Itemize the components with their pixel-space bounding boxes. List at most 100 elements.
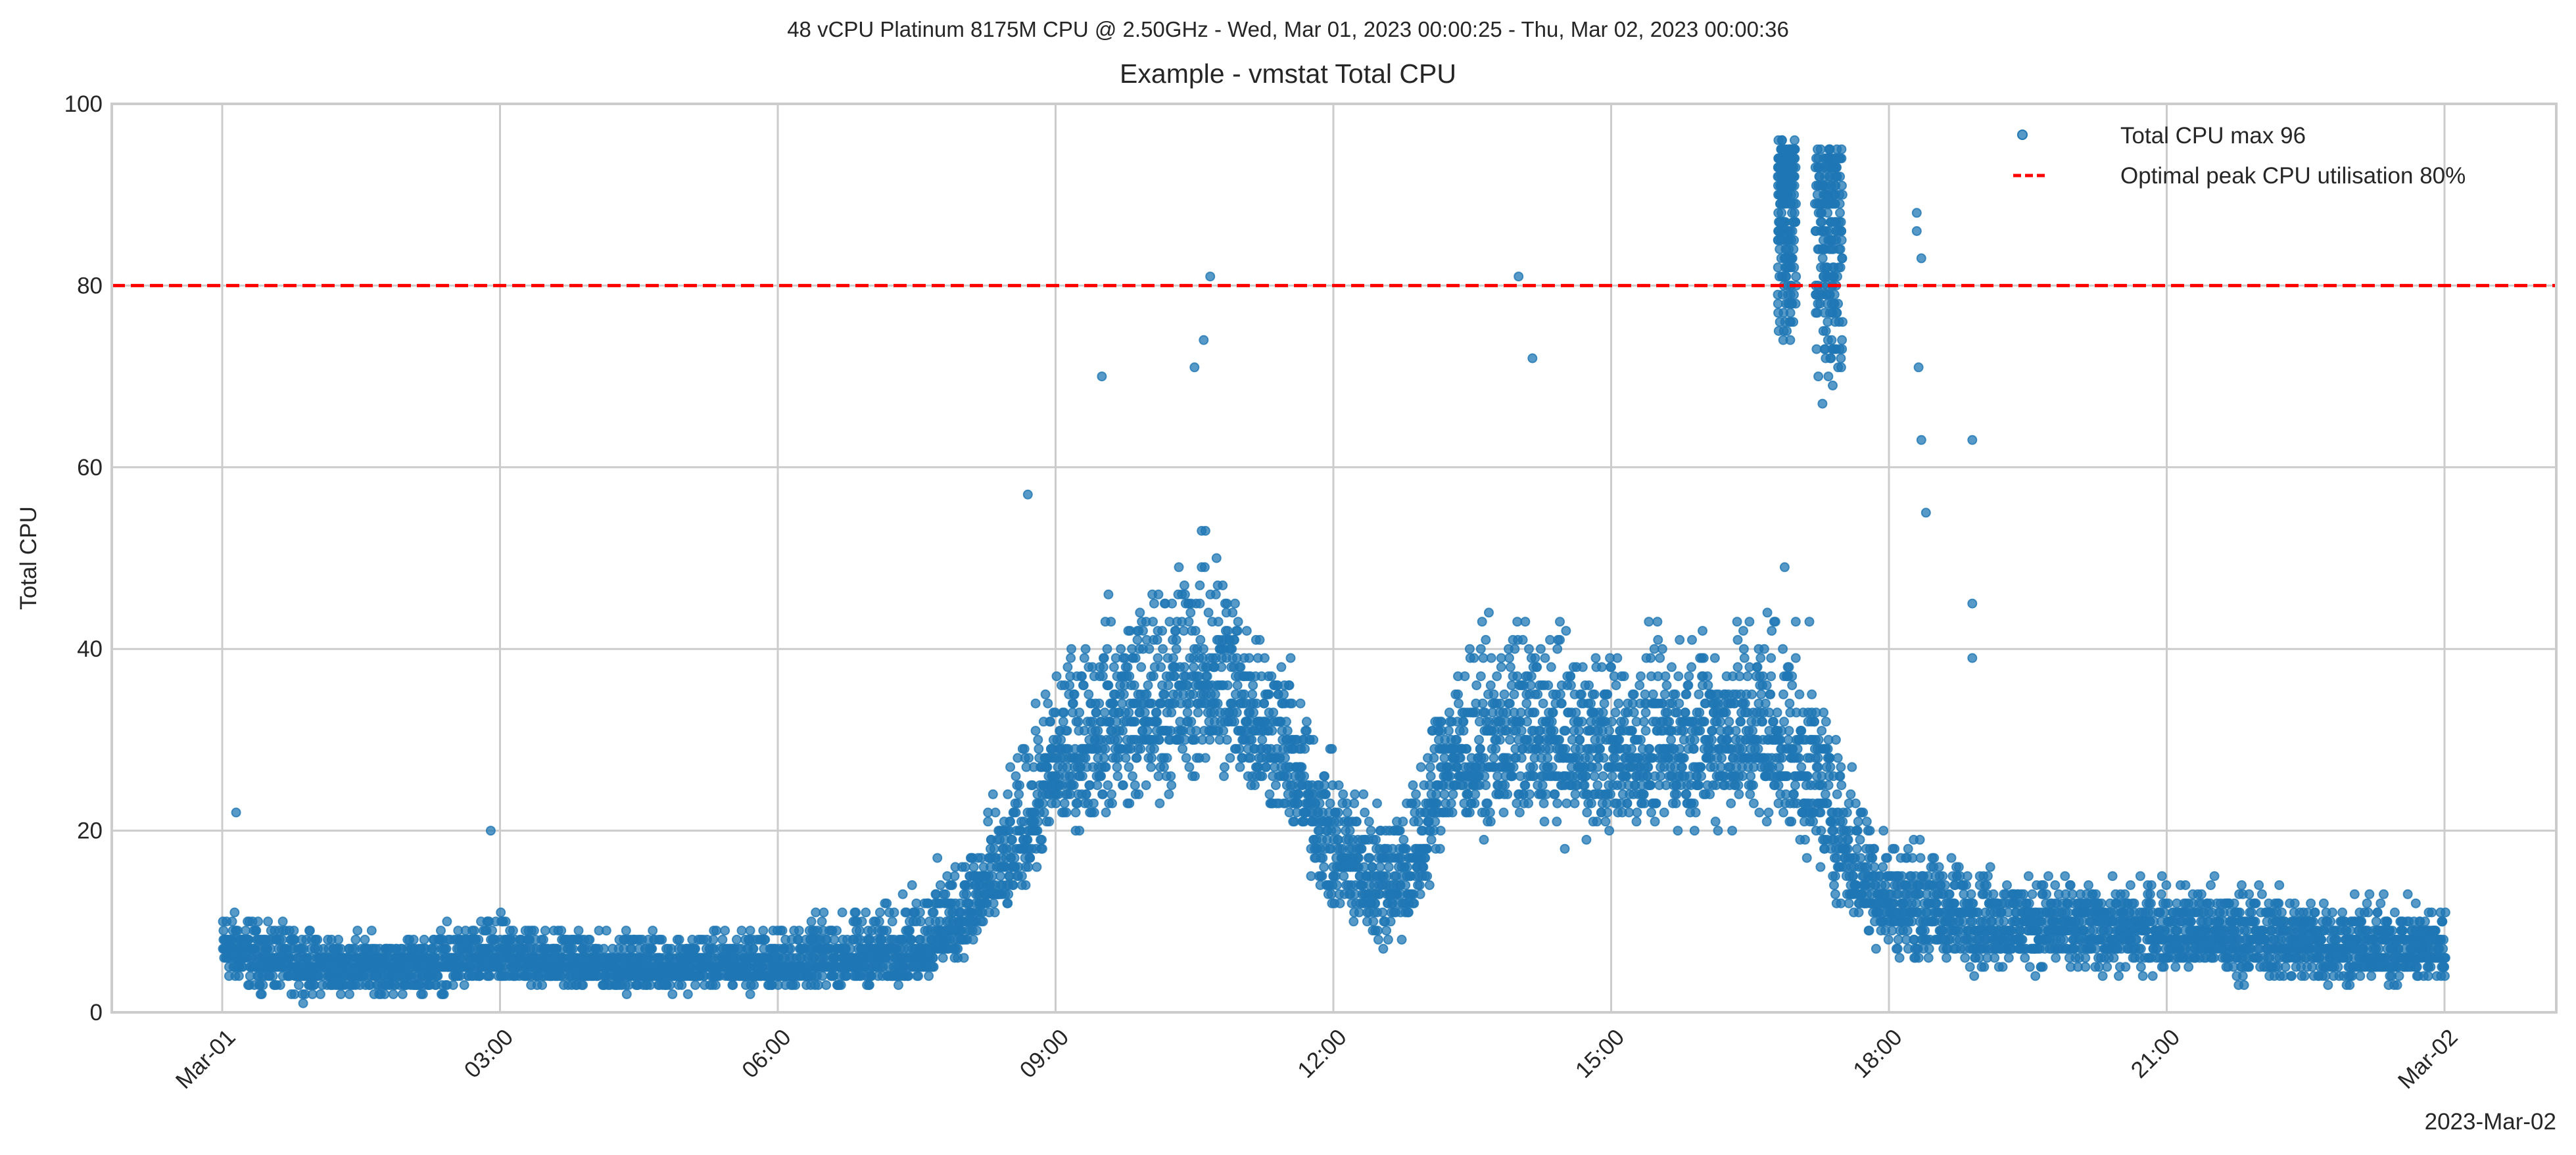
data-point [960,862,970,872]
data-point [1032,826,1043,836]
data-point [932,853,943,863]
data-point [1717,753,1727,763]
data-point [1539,816,1550,827]
data-point [1679,753,1689,763]
data-point [568,943,579,954]
data-point [1306,871,1316,882]
data-point [1739,653,1750,663]
data-point [1552,644,1563,654]
data-point [1159,689,1170,699]
data-point [1726,798,1736,809]
data-point [1065,789,1076,799]
data-point [350,934,361,945]
data-point [1321,789,1331,799]
data-point [1738,743,1748,754]
data-point [1604,726,1615,736]
data-point [1030,698,1041,709]
data-point [1103,680,1114,690]
data-point [1655,653,1665,663]
data-point [1398,834,1409,845]
data-point [1066,644,1076,654]
data-point [1368,916,1379,927]
data-point [1686,662,1697,672]
data-point [1537,780,1548,790]
data-point [1130,717,1140,727]
data-point [1081,789,1091,799]
data-point [1166,707,1177,718]
data-point [1675,634,1685,645]
data-point [745,926,755,936]
data-point [794,926,804,936]
data-point [1032,862,1042,872]
data-point [1153,771,1164,782]
chart-suptitle: 48 vCPU Platinum 8175M CPU @ 2.50GHz - W… [787,17,1789,41]
data-point [1229,634,1239,645]
data-point [1148,617,1158,627]
data-point [1526,671,1537,682]
data-point [1612,653,1623,663]
data-point [1229,717,1239,727]
data-point [540,926,550,936]
data-point [1005,762,1016,772]
data-point [1154,734,1164,745]
data-point [1662,707,1673,718]
data-point [1358,789,1369,799]
data-point [1210,589,1221,600]
data-point [1529,707,1540,718]
data-point [983,816,993,827]
data-point [1281,717,1291,727]
data-point [1574,726,1585,736]
data-point [335,989,346,999]
data-point [1671,789,1682,799]
data-point [277,916,288,927]
data-point [857,916,867,927]
data-point [1646,780,1656,790]
data-point [1073,717,1084,727]
data-point [1182,680,1193,690]
data-point [1088,798,1099,809]
data-point [352,926,363,936]
data-point [1235,662,1246,672]
data-point [1520,617,1531,627]
data-point [1155,798,1165,809]
data-point [1478,653,1489,663]
data-point [253,916,263,927]
data-point [720,926,730,936]
data-point [1515,707,1526,718]
data-point [500,916,511,927]
data-point [1485,807,1495,818]
data-point [674,934,684,945]
data-point [938,953,948,963]
data-point [1212,698,1223,709]
data-point [1734,671,1745,682]
data-point [1602,807,1613,818]
data-point [1364,853,1375,863]
data-point [1120,753,1131,763]
data-point [1008,880,1018,890]
data-point [924,971,934,981]
data-point [949,871,960,882]
data-point [1586,798,1596,809]
data-point [1295,698,1306,709]
data-point [1732,662,1743,672]
data-point [1754,807,1765,818]
data-point [1231,707,1242,718]
data-point [1102,644,1112,654]
data-point [1097,789,1108,799]
data-point [1078,680,1089,690]
data-point [1249,707,1259,718]
data-point [1353,853,1364,863]
data-point [1683,680,1694,690]
data-point [887,916,897,927]
data-point [1702,671,1713,682]
data-point [1232,626,1243,636]
data-point [1481,634,1491,645]
data-point [1550,789,1560,799]
data-point [1199,562,1210,573]
data-point [995,871,1005,882]
data-point [1460,671,1470,682]
data-point [1408,780,1418,790]
data-point [1523,798,1534,809]
data-point [1508,762,1519,772]
data-point [777,926,788,936]
